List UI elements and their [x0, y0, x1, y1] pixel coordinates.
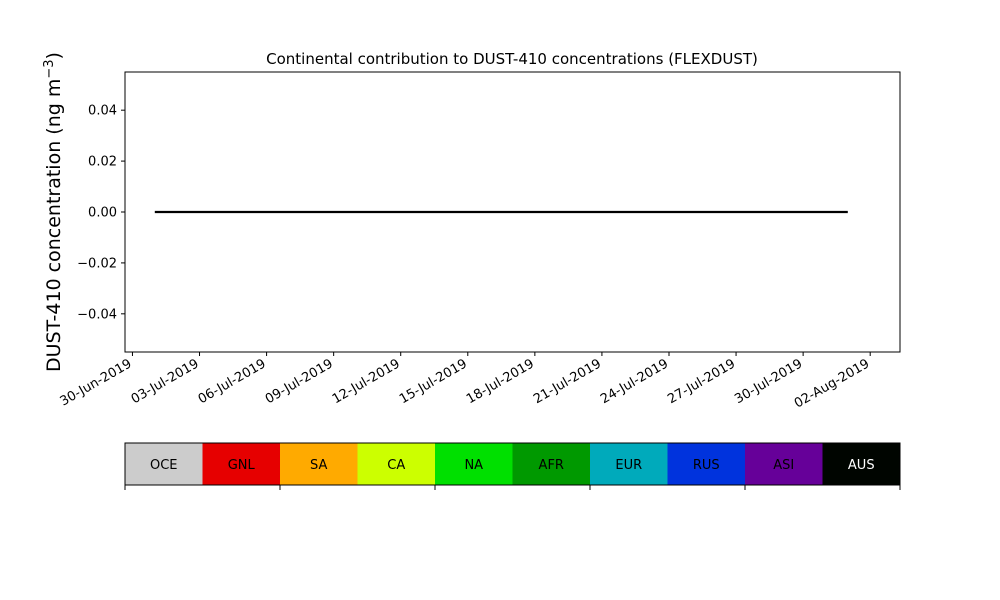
- y-tick-label: −0.04: [77, 307, 117, 322]
- y-axis-label-main: DUST-410 concentration (ng m: [43, 79, 65, 372]
- y-axis-label: DUST-410 concentration (ng m−3): [42, 52, 65, 372]
- legend-label-asi: ASI: [773, 458, 794, 473]
- x-tick-label: 06-Jul-2019: [196, 356, 269, 407]
- chart-title: Continental contribution to DUST-410 con…: [266, 50, 758, 68]
- legend-swatch-afr: [512, 443, 590, 485]
- x-tick-label: 21-Jul-2019: [531, 356, 604, 407]
- x-tick-label: 09-Jul-2019: [263, 356, 336, 407]
- y-tick-label: −0.02: [77, 256, 117, 271]
- y-tick-label: 0.02: [88, 155, 117, 170]
- x-tick-label: 24-Jul-2019: [598, 356, 671, 407]
- y-axis-label-suffix: ): [43, 52, 65, 59]
- legend-swatch-aus: [822, 443, 900, 485]
- x-tick-label: 03-Jul-2019: [129, 356, 202, 407]
- x-tick-label: 02-Aug-2019: [792, 356, 872, 411]
- legend-label-gnl: GNL: [228, 458, 256, 473]
- legend-label-rus: RUS: [693, 458, 720, 473]
- legend-label-sa: SA: [310, 458, 327, 473]
- x-tick-label: 15-Jul-2019: [397, 356, 470, 407]
- x-tick-label: 27-Jul-2019: [665, 356, 738, 407]
- y-tick-label: 0.00: [88, 206, 117, 221]
- legend-swatch-asi: [745, 443, 823, 485]
- legend-swatch-sa: [280, 443, 358, 485]
- plot-area: 0.04 0.02 0.00 −0.02 −0.04 30-Jun-201903-Jul-…: [58, 71, 901, 412]
- y-tick-label: 0.04: [88, 104, 117, 119]
- legend-label-aus: AUS: [848, 458, 875, 473]
- y-axis-label-superscript: −3: [42, 59, 57, 78]
- legend-frame: [124, 442, 901, 486]
- legend-label-eur: EUR: [615, 458, 642, 473]
- legend-swatch-eur: [590, 443, 668, 485]
- x-tick-label: 18-Jul-2019: [464, 356, 537, 407]
- legend-swatch-ca: [357, 443, 435, 485]
- legend: OCE GNL SA CA NA AFR EUR RUS ASI AUS: [124, 442, 901, 490]
- x-tick-label: 12-Jul-2019: [330, 356, 403, 407]
- legend-swatch-rus: [667, 443, 745, 485]
- legend-label-afr: AFR: [539, 458, 564, 473]
- legend-label-oce: OCE: [150, 458, 178, 473]
- legend-swatch-oce: [125, 443, 203, 485]
- x-tick-label: 30-Jun-2019: [58, 356, 135, 409]
- legend-swatch-gnl: [202, 443, 280, 485]
- legend-swatch-na: [435, 443, 513, 485]
- legend-label-na: NA: [464, 458, 483, 473]
- legend-label-ca: CA: [387, 458, 405, 473]
